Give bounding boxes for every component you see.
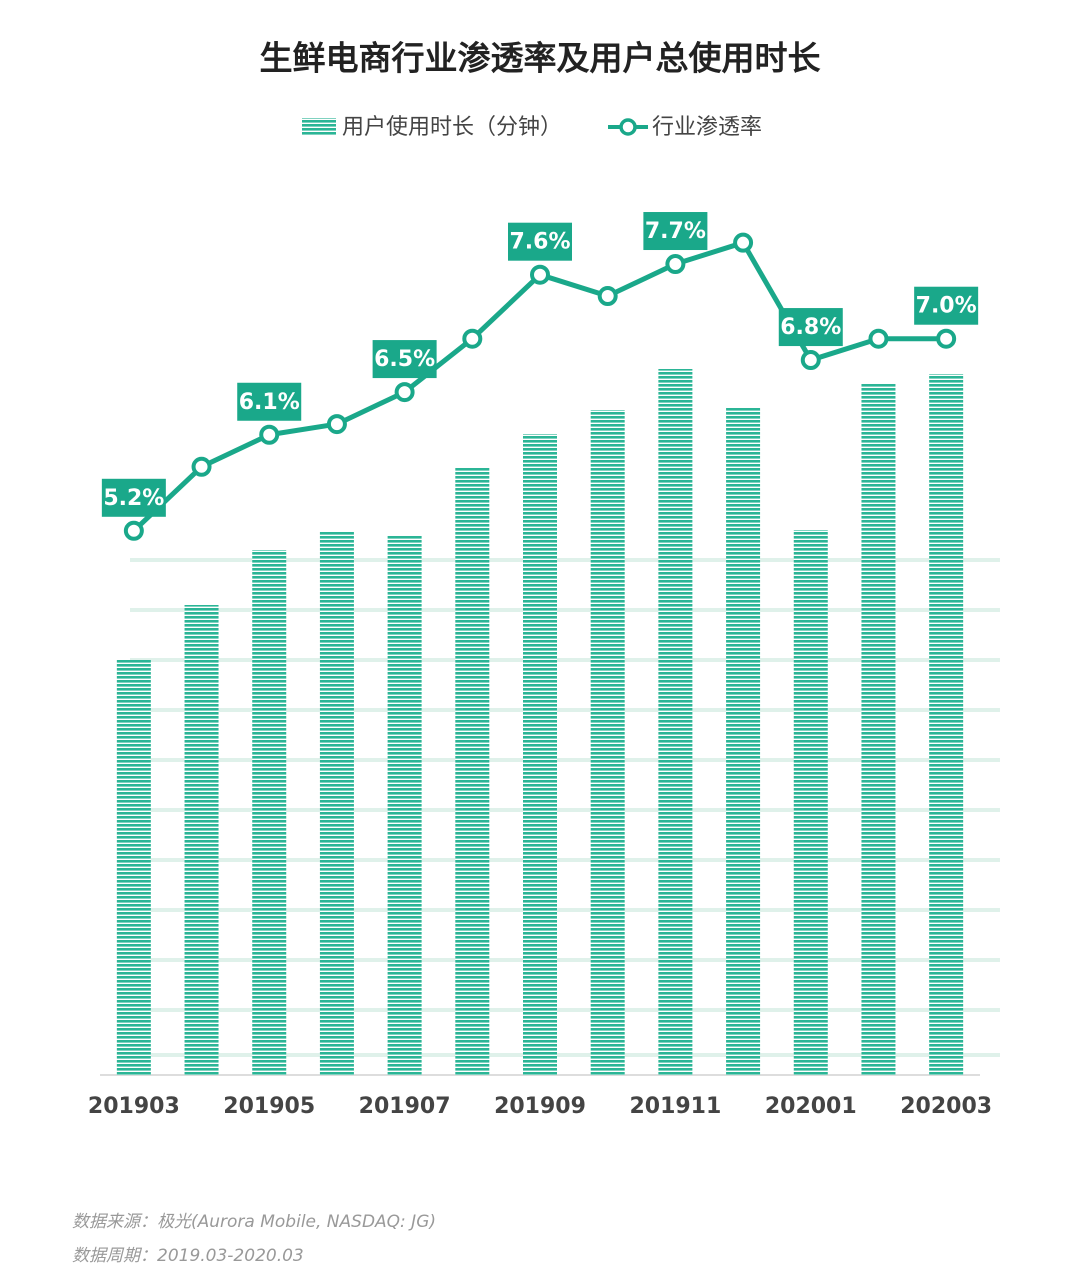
point [123, 520, 144, 541]
value-label: 5.2% [103, 486, 164, 511]
x-tick-label: 201903 [88, 1094, 180, 1119]
bar [319, 532, 354, 1075]
footnote: 数据周期：2019.03-2020.03 [72, 1246, 304, 1266]
bar [658, 369, 693, 1075]
bar [387, 535, 422, 1075]
x-tick-label: 202003 [900, 1094, 992, 1119]
legend-swatch [619, 118, 637, 136]
point [259, 424, 280, 445]
value-label: 6.8% [780, 315, 841, 340]
x-tick-label: 202001 [765, 1094, 857, 1119]
value-label: 6.1% [239, 390, 300, 415]
bar [252, 550, 287, 1075]
footnote: 数据来源：极光(Aurora Mobile, NASDAQ: JG) [72, 1212, 436, 1232]
point [191, 456, 212, 477]
legend-label: 用户使用时长（分钟） [342, 115, 562, 140]
legend-swatch [302, 118, 336, 136]
point [665, 254, 686, 275]
chart-title: 生鲜电商行业渗透率及用户总使用时长 [260, 39, 821, 78]
bar [929, 374, 964, 1075]
value-label: 7.7% [645, 219, 706, 244]
bar [116, 660, 151, 1075]
bar [726, 408, 761, 1075]
x-tick-label: 201911 [629, 1094, 721, 1119]
label-box [237, 382, 302, 421]
bar [793, 530, 828, 1075]
x-tick-label: 201905 [223, 1094, 315, 1119]
x-tick-label: 201907 [359, 1094, 451, 1119]
bar [184, 605, 219, 1075]
point [936, 328, 957, 349]
bar [455, 467, 490, 1075]
point [394, 382, 415, 403]
label-box [914, 286, 979, 325]
bar [523, 434, 557, 1075]
bar [861, 384, 896, 1075]
point [800, 350, 821, 371]
x-tick-label: 201909 [494, 1094, 586, 1119]
label-box [101, 478, 166, 517]
point [733, 232, 754, 253]
value-label: 6.5% [374, 347, 435, 372]
point [868, 328, 889, 349]
bar [590, 410, 625, 1075]
legend-label: 行业渗透率 [652, 115, 762, 140]
value-label: 7.6% [509, 230, 570, 255]
legend: 用户使用时长（分钟） 行业渗透率 [302, 115, 762, 140]
label-box [508, 222, 572, 261]
label-box [778, 308, 843, 347]
label-box [372, 340, 437, 379]
point [597, 286, 618, 307]
point [326, 414, 347, 435]
value-label: 7.0% [916, 294, 977, 319]
point [462, 328, 483, 349]
point [530, 264, 550, 285]
label-box [643, 212, 708, 251]
